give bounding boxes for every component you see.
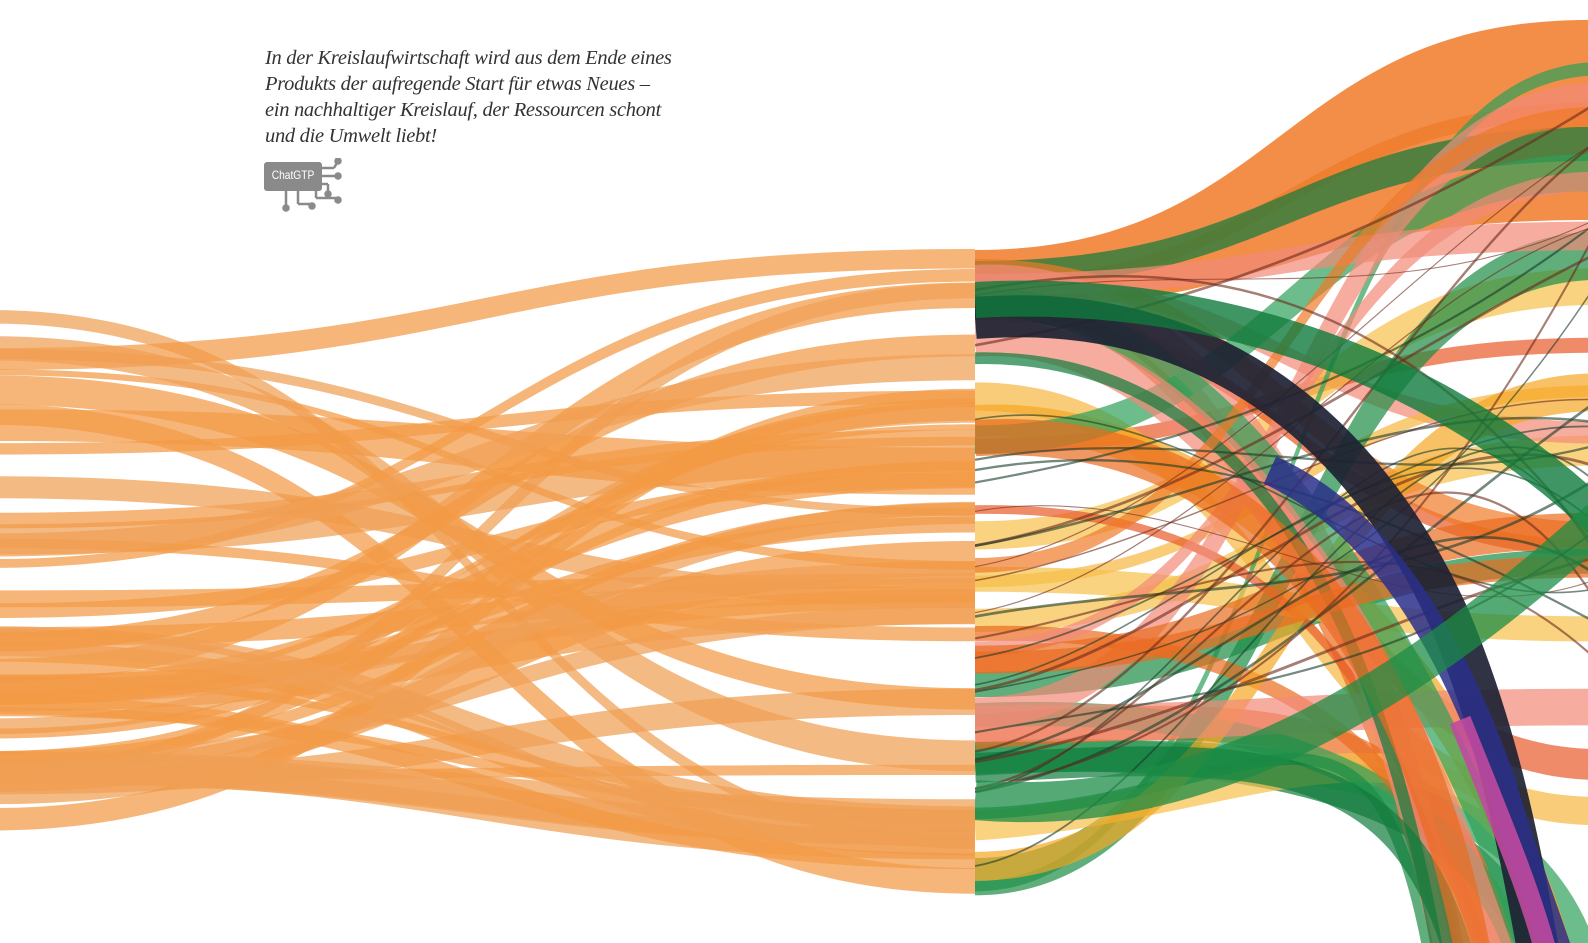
ribbon — [975, 154, 1588, 455]
quote-line: und die Umwelt liebt! — [265, 125, 437, 147]
ribbon — [0, 695, 975, 870]
quote: In der Kreislaufwirtschaft wird aus dem … — [265, 45, 672, 149]
ribbon — [975, 505, 1588, 823]
ribbon — [1449, 715, 1555, 943]
quote-line: In der Kreislaufwirtschaft wird aus dem … — [265, 47, 672, 69]
ribbon — [975, 280, 1588, 534]
ribbon — [0, 502, 975, 764]
badge: ChatGTP — [264, 157, 344, 214]
ribbon — [0, 626, 975, 832]
quote-line: ein nachhaltiger Kreislauf, der Ressourc… — [265, 99, 662, 121]
ribbon — [0, 268, 975, 568]
ribbon — [975, 295, 1588, 693]
ribbon — [0, 404, 975, 894]
ribbon — [0, 541, 975, 792]
badge-label: ChatGTP — [271, 168, 315, 182]
orange-ribbons — [0, 249, 975, 894]
ribbon — [975, 419, 1490, 943]
ribbon — [975, 146, 1588, 568]
ribbon — [0, 462, 975, 703]
ribbon — [975, 482, 1588, 618]
ribbon — [0, 516, 975, 705]
ribbon — [975, 535, 1588, 761]
ribbon — [975, 491, 1588, 790]
colored-ribbons — [975, 20, 1588, 943]
ribbon — [975, 244, 1588, 791]
ribbon — [0, 751, 975, 846]
ribbon — [0, 249, 975, 371]
ribbon — [0, 375, 975, 710]
ribbon — [975, 20, 1588, 310]
ribbon — [0, 707, 975, 822]
quote-line: Produkts der aufregende Start für etwas … — [265, 73, 650, 95]
ribbon — [0, 354, 975, 557]
ribbon — [0, 283, 975, 780]
ribbon — [0, 369, 975, 570]
ribbon — [975, 467, 1588, 686]
ribbon — [0, 642, 975, 856]
badge-icon — [264, 157, 342, 212]
ribbon — [0, 334, 975, 652]
ribbon — [0, 605, 975, 769]
